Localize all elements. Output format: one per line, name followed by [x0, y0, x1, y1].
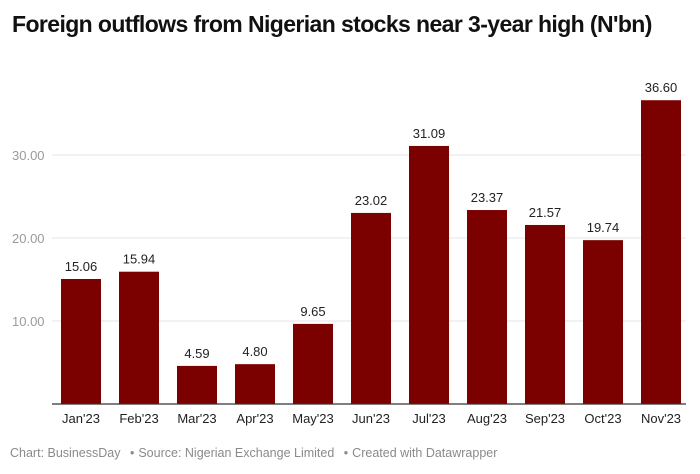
bar — [177, 365, 217, 404]
data-label: 23.37 — [471, 190, 504, 205]
bar — [409, 145, 449, 404]
bars — [61, 100, 681, 404]
x-tick-label: May'23 — [292, 411, 334, 426]
bar — [583, 240, 623, 404]
y-tick-label: 20.00 — [12, 231, 45, 246]
x-tick-label: Jun'23 — [352, 411, 390, 426]
x-tick-label: Feb'23 — [119, 411, 158, 426]
bar — [235, 364, 275, 404]
x-tick-label: Apr'23 — [236, 411, 273, 426]
data-label: 15.06 — [65, 259, 98, 274]
bar — [467, 210, 507, 404]
x-tick-label: Jul'23 — [412, 411, 446, 426]
data-label: 36.60 — [645, 80, 678, 95]
data-label: 31.09 — [413, 126, 446, 141]
bar — [61, 279, 101, 404]
chart-credit: Chart: BusinessDay — [10, 446, 121, 460]
x-tick-label: Mar'23 — [177, 411, 216, 426]
data-label: 9.65 — [300, 304, 325, 319]
bar — [525, 224, 565, 404]
bar — [351, 212, 391, 404]
data-label: 19.74 — [587, 220, 620, 235]
separator: • — [343, 446, 349, 460]
separator: • — [129, 446, 135, 460]
chart-title: Foreign outflows from Nigerian stocks ne… — [12, 11, 652, 37]
bar — [641, 100, 681, 404]
datawrapper-credit: Created with Datawrapper — [352, 446, 498, 460]
data-label: 23.02 — [355, 193, 388, 208]
footer: Chart: BusinessDay • Source: Nigerian Exc… — [10, 446, 497, 460]
source-note: Source: Nigerian Exchange Limited — [138, 446, 335, 460]
x-tick-label: Aug'23 — [467, 411, 507, 426]
data-label: 15.94 — [123, 252, 156, 267]
bar — [293, 323, 333, 404]
x-tick-label: Jan'23 — [62, 411, 100, 426]
bar — [119, 271, 159, 404]
x-tick-label: Sep'23 — [525, 411, 565, 426]
data-label: 4.59 — [184, 346, 209, 361]
x-tick-label: Oct'23 — [584, 411, 621, 426]
labels: 10.00 20.00 30.00 15.06 Jan'23 15.94 Feb'23 4.5… — [12, 80, 681, 426]
y-tick-label: 10.00 — [12, 314, 45, 329]
x-tick-label: Nov'23 — [641, 411, 681, 426]
data-label: 4.80 — [242, 344, 267, 359]
data-label: 21.57 — [529, 205, 562, 220]
y-tick-label: 30.00 — [12, 148, 45, 163]
